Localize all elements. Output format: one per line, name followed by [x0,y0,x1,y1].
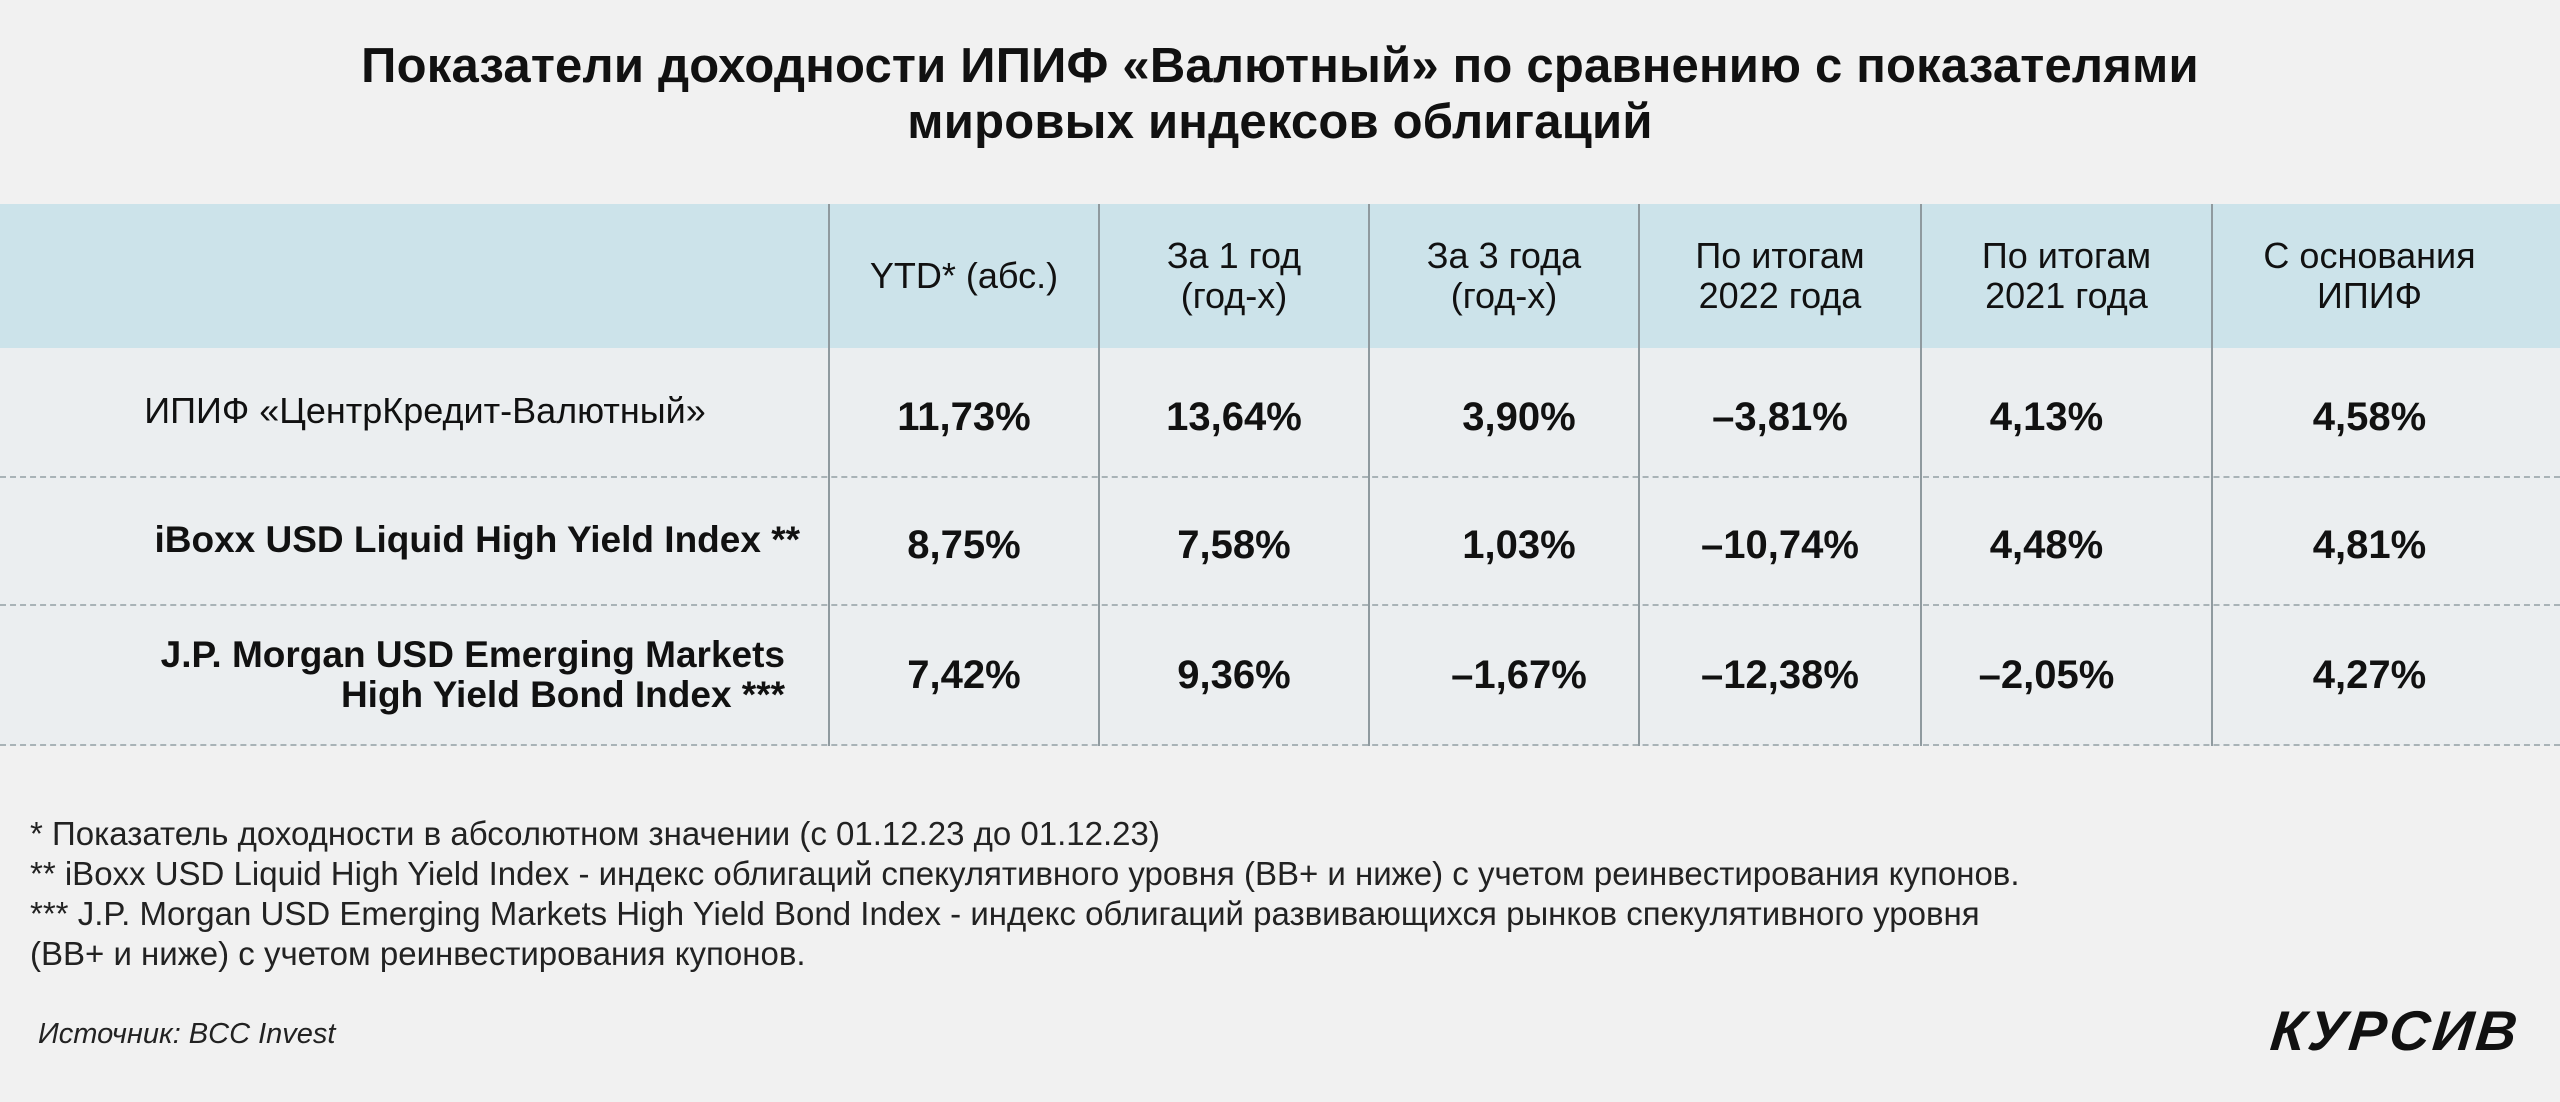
table-body [0,348,2560,746]
column-header-since-inception: С основания ИПИФ [2263,235,2476,316]
table-cell: 8,75% [907,522,1021,567]
table-cell: 13,64% [1166,394,1302,439]
kursiv-logo: КУРСИВ [2267,999,2524,1062]
column-header-1-year: За 1 год (год-х) [1166,235,1302,316]
row-divider [0,604,2560,606]
returns-table: YTD* (абс.) За 1 год (год-х) За 3 года (… [0,204,2560,746]
table-cell: –1,67% [1451,652,1587,697]
column-header-3-years: За 3 года (год-х) [1426,235,1582,316]
column-header-2022: По итогам 2022 года [1695,235,1865,316]
column-divider [1920,204,1922,746]
column-header-ytd: YTD* (абс.) [869,255,1059,296]
table-cell: –10,74% [1701,522,1859,567]
column-header-2021: По итогам 2021 года [1981,235,2152,316]
table-cell: 4,48% [1989,522,2104,567]
table-cell: 1,03% [1462,522,1576,567]
title-line-1: Показатели доходности ИПИФ «Валютный» по… [361,39,2199,93]
table-cell: 4,27% [2312,652,2427,697]
table-cell: 7,42% [907,652,1021,697]
title-line-2: мировых индексов облигаций [907,95,1653,149]
table-cell: 4,13% [1989,394,2104,439]
table-cell: 4,81% [2312,522,2427,567]
table-cell: –2,05% [1978,652,2115,697]
footnote: (BB+ и ниже) с учетом реинвестирования к… [30,935,806,972]
column-divider [1638,204,1640,746]
column-divider [828,204,830,746]
column-divider [1098,204,1100,746]
footnote: ** iBoxx USD Liquid High Yield Index - и… [30,855,2020,892]
table-cell: –3,81% [1712,394,1848,439]
footnotes: * Показатель доходности в абсолютном зна… [30,814,2020,974]
footnote: *** J.P. Morgan USD Emerging Markets Hig… [30,895,1980,932]
table-cell: –12,38% [1701,652,1859,697]
table-cell: 4,58% [2312,394,2427,439]
row-label-jp-morgan: J.P. Morgan USD Emerging Markets High Yi… [160,634,785,715]
row-label-iboxx: iBoxx USD Liquid High Yield Index ** [154,519,800,560]
table-cell: 9,36% [1177,652,1291,697]
row-divider [0,476,2560,478]
footnote: * Показатель доходности в абсолютном зна… [30,815,1160,852]
table-cell: 7,58% [1177,522,1291,567]
column-divider [1368,204,1370,746]
table-cell: 11,73% [897,394,1031,439]
column-divider [2211,204,2213,746]
table-cell: 3,90% [1462,394,1576,439]
row-divider [0,744,2560,746]
page-title: Показатели доходности ИПИФ «Валютный» по… [0,38,2560,150]
source-note: Источник: BCC Invest [38,1018,336,1050]
table-header [0,204,2560,348]
row-label-ipif: ИПИФ «ЦентрКредит-Валютный» [144,390,706,431]
